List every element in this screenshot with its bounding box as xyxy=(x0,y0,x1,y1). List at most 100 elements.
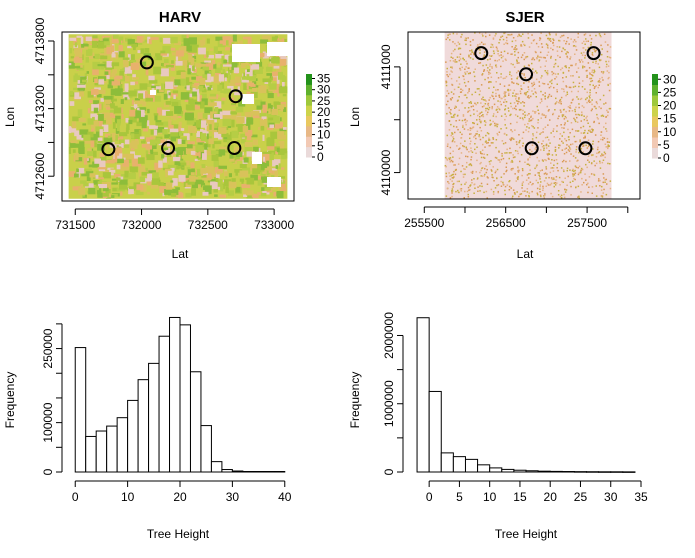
raster-cell xyxy=(511,197,514,199)
raster-cell xyxy=(525,92,527,94)
raster-cell xyxy=(260,125,265,131)
raster-cell xyxy=(155,126,165,133)
raster-cell xyxy=(548,93,551,96)
raster-cell xyxy=(266,73,275,76)
raster-cell xyxy=(590,38,593,40)
raster-cell xyxy=(578,82,581,84)
raster-cell xyxy=(567,37,569,39)
raster-cell xyxy=(590,154,593,156)
raster-cell xyxy=(577,196,579,198)
harv-hist-x-axis: 0 10 20 30 40 xyxy=(72,480,292,504)
raster-cell xyxy=(271,57,279,64)
raster-cell xyxy=(528,118,531,120)
raster-cell xyxy=(553,164,555,166)
raster-cell xyxy=(528,192,531,194)
raster-cell xyxy=(554,59,557,61)
raster-cell xyxy=(564,148,566,150)
raster-cell xyxy=(520,102,522,104)
raster-cell xyxy=(523,105,525,107)
raster-cell xyxy=(228,71,231,76)
raster-cell xyxy=(534,167,536,170)
raster-cell xyxy=(483,55,485,57)
raster-cell xyxy=(593,174,596,176)
raster-cell xyxy=(581,54,584,56)
raster-cell xyxy=(112,34,119,39)
raster-cell xyxy=(475,103,477,106)
x-tick-label: 35 xyxy=(634,490,648,504)
raster-cell xyxy=(117,177,121,181)
raster-cell xyxy=(172,156,181,162)
raster-cell xyxy=(135,188,144,196)
raster-cell xyxy=(464,107,466,109)
raster-cell xyxy=(469,127,472,129)
raster-cell xyxy=(278,176,286,179)
raster-cell xyxy=(85,183,94,188)
raster-cell xyxy=(242,76,248,80)
raster-cell xyxy=(451,188,454,190)
raster-cell xyxy=(261,160,270,168)
raster-cell xyxy=(551,195,554,198)
raster-cell xyxy=(96,89,106,94)
raster-cell xyxy=(547,124,549,126)
raster-cell xyxy=(266,138,275,147)
raster-cell xyxy=(572,81,575,84)
raster-cell xyxy=(544,159,546,161)
raster-cell xyxy=(556,90,558,93)
raster-cell xyxy=(604,41,607,43)
raster-cell xyxy=(204,60,211,63)
raster-cell xyxy=(536,57,538,59)
raster-cell xyxy=(162,157,167,163)
raster-cell xyxy=(81,173,90,177)
raster-cell xyxy=(577,67,580,69)
raster-cell xyxy=(464,121,467,124)
raster-cell xyxy=(508,110,510,112)
plot-marker xyxy=(474,46,489,61)
raster-cell xyxy=(170,115,179,119)
raster-cell xyxy=(557,101,560,104)
raster-cell xyxy=(133,102,138,108)
raster-cell xyxy=(78,167,85,174)
raster-cell xyxy=(556,46,558,48)
raster-cell xyxy=(531,82,533,85)
raster-cell xyxy=(450,159,453,162)
hist-bar xyxy=(513,469,527,473)
raster-cell xyxy=(604,152,607,155)
raster-cell xyxy=(466,71,468,73)
raster-cell xyxy=(485,35,487,38)
raster-cell xyxy=(511,81,513,84)
raster-cell xyxy=(515,48,517,51)
raster-cell xyxy=(270,105,273,112)
raster-cell xyxy=(563,153,566,155)
raster-cell xyxy=(466,155,469,158)
raster-cell xyxy=(545,177,547,179)
hist-bar xyxy=(127,399,139,473)
raster-cell xyxy=(541,46,544,48)
raster-cell xyxy=(178,70,186,73)
plot-marker xyxy=(161,141,176,156)
raster-cell xyxy=(537,46,540,48)
raster-cell xyxy=(531,77,533,79)
raster-cell xyxy=(451,190,453,192)
raster-cell xyxy=(463,78,465,81)
raster-cell xyxy=(492,95,494,98)
raster-cell xyxy=(596,148,599,151)
raster-cell xyxy=(583,66,586,68)
raster-cell xyxy=(87,148,92,152)
raster-cell xyxy=(574,157,577,159)
raster-cell xyxy=(127,46,132,49)
raster-cell xyxy=(271,108,278,115)
x-tick-label: 30 xyxy=(604,490,618,504)
raster-cell xyxy=(555,179,557,181)
raster-cell xyxy=(453,125,455,128)
raster-cell xyxy=(582,143,585,145)
raster-cell xyxy=(137,157,145,164)
raster-cell xyxy=(130,107,135,112)
raster-cell xyxy=(449,157,452,159)
raster-cell xyxy=(540,98,543,100)
raster-cell xyxy=(453,170,455,173)
raster-cell xyxy=(473,75,476,78)
raster-cell xyxy=(126,153,134,160)
raster-cell xyxy=(567,149,570,151)
raster-cell xyxy=(445,172,447,175)
raster-cell xyxy=(227,140,230,148)
